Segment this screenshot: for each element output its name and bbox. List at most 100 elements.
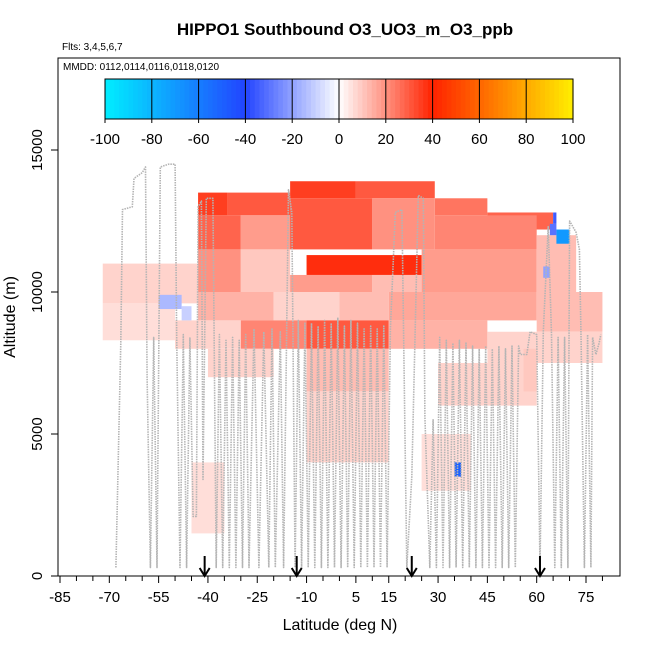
colorbar-swatch <box>460 79 466 119</box>
colorbar-swatch <box>245 79 251 119</box>
y-tick-label: 15000 <box>29 129 46 171</box>
colorbar-swatch <box>114 79 120 119</box>
colorbar-swatch <box>306 79 312 119</box>
flight-track <box>115 163 602 569</box>
colorbar-swatch <box>184 79 190 119</box>
colorbar-swatch <box>502 79 509 119</box>
colorbar-swatch <box>310 79 317 119</box>
colorbar-swatch <box>498 79 504 119</box>
colorbar-swatch <box>222 79 228 119</box>
colorbar-swatch <box>236 79 242 119</box>
colorbar-swatch <box>441 79 448 119</box>
colorbar-swatch <box>470 79 476 119</box>
colorbar-swatch <box>474 79 480 119</box>
colorbar-swatch <box>231 79 237 119</box>
colorbar-swatch <box>301 79 307 119</box>
heatmap-cell <box>227 192 291 216</box>
colorbar-swatch <box>362 79 368 119</box>
colorbar-swatch <box>329 79 335 119</box>
colorbar-swatch <box>530 79 537 119</box>
heatmap-cell <box>198 192 228 216</box>
colorbar-swatch <box>273 79 279 119</box>
flights-subtitle: Flts: 3,4,5,6,7 <box>62 42 123 53</box>
heatmap-cell <box>102 303 176 341</box>
colorbar-swatch <box>278 79 284 119</box>
x-tick-label: -55 <box>148 589 170 606</box>
heatmap-cell <box>198 249 241 292</box>
x-tick-label: -40 <box>197 589 219 606</box>
colorbar-swatch <box>226 79 232 119</box>
colorbar-tick-label: -100 <box>90 131 120 148</box>
colorbar-swatch <box>493 79 499 119</box>
heatmap-cell <box>339 292 389 321</box>
heatmap-cell <box>102 263 199 304</box>
colorbar-tick-label: 60 <box>471 131 488 148</box>
colorbar-swatch <box>133 79 139 119</box>
x-tick-label: -10 <box>296 589 318 606</box>
heatmap-cell <box>421 434 471 491</box>
y-axis-label: Altitude (m) <box>2 276 19 358</box>
heatmap-cell <box>549 223 557 236</box>
heatmap-cell <box>487 331 603 363</box>
colorbar-swatch <box>367 79 373 119</box>
colorbar-swatch <box>409 79 415 119</box>
colorbar-swatch <box>282 79 289 119</box>
x-tick-label: 45 <box>479 589 496 606</box>
colorbar-swatch <box>418 79 424 119</box>
heatmap-cell <box>372 198 435 250</box>
colorbar-swatch <box>170 79 176 119</box>
colorbar-tick-label: 20 <box>377 131 394 148</box>
heatmap-cell <box>372 274 422 292</box>
colorbar-swatch <box>535 79 541 119</box>
heatmap-cell <box>240 320 307 349</box>
colorbar-swatch <box>109 79 115 119</box>
colorbar-swatch <box>437 79 443 119</box>
colorbar-tick-label: 0 <box>335 131 343 148</box>
heatmap-cell <box>434 198 488 216</box>
flight-track-line <box>115 163 602 569</box>
colorbar-swatch <box>240 79 246 119</box>
y-axis: 0 5000 10000 15000 <box>29 129 58 580</box>
colorbar-swatch <box>203 79 209 119</box>
colorbar-swatch <box>156 79 162 119</box>
colorbar-swatch <box>259 79 265 119</box>
heatmap-cell <box>290 274 373 292</box>
colorbar-swatch <box>451 79 457 119</box>
colorbar-swatch <box>385 79 392 119</box>
colorbar-swatch <box>212 79 218 119</box>
colorbar-swatch <box>287 79 293 119</box>
heatmap-cell <box>181 306 192 321</box>
heatmap-cell <box>556 229 570 244</box>
colorbar-swatch <box>413 79 420 119</box>
colorbar-swatch <box>465 79 471 119</box>
heatmap-cell <box>175 320 241 349</box>
colorbar-swatch <box>484 79 490 119</box>
colorbar-swatch <box>343 79 349 119</box>
y-tick-label: 0 <box>29 572 46 580</box>
colorbar-swatch <box>123 79 129 119</box>
colorbar-swatch <box>250 79 256 119</box>
heatmap-cell <box>306 320 389 349</box>
colorbar-swatch <box>151 79 158 119</box>
colorbar-swatch <box>348 79 354 119</box>
colorbar-swatch <box>339 79 345 119</box>
colorbar-swatch <box>558 79 565 119</box>
colorbar-swatch <box>119 79 125 119</box>
heatmap-cell <box>434 215 537 250</box>
x-tick-label: 60 <box>528 589 545 606</box>
heatmap-cell <box>273 292 340 321</box>
colorbar-swatch <box>161 79 167 119</box>
colorbar-swatch <box>427 79 434 119</box>
heatmap-cell <box>543 266 550 278</box>
colorbar-swatch <box>540 79 546 119</box>
colorbar-tick-label: 100 <box>560 131 585 148</box>
heatmap-cell <box>523 348 537 392</box>
colorbar-swatch <box>390 79 396 119</box>
colorbar-swatch <box>165 79 172 119</box>
colorbar-swatch <box>479 79 485 119</box>
colorbar-tick-label: 80 <box>518 131 535 148</box>
colorbar-swatch <box>137 79 144 119</box>
x-tick-label: 75 <box>578 589 595 606</box>
colorbar-swatch <box>217 79 223 119</box>
colorbar-swatch <box>198 79 204 119</box>
